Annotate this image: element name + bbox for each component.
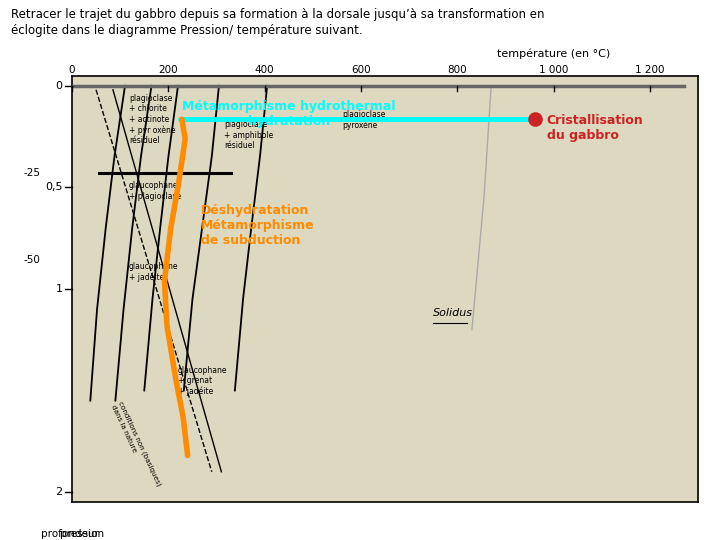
- Text: plagioclase
+ amphibole
résiduel: plagioclase + amphibole résiduel: [224, 120, 273, 150]
- Point: [528, 115, 540, 124]
- Text: profondeur
(en km): profondeur (en km): [41, 529, 99, 540]
- Text: Solidus: Solidus: [433, 308, 473, 318]
- Text: Métamorphisme hydrothermal
hydratation: Métamorphisme hydrothermal hydratation: [182, 100, 395, 128]
- Text: pression
(en GPa): pression (en GPa): [60, 529, 104, 540]
- Text: glaucophane
+ grenat
+ jadéite: glaucophane + grenat + jadéite: [178, 366, 228, 396]
- Text: Cristallisation
du gabbro: Cristallisation du gabbro: [546, 114, 644, 142]
- Text: glaucophane
+ jadéite: glaucophane + jadéite: [129, 262, 179, 282]
- Text: 600: 600: [351, 65, 371, 75]
- Text: Déshydratation
Métamorphisme
de subduction: Déshydratation Métamorphisme de subducti…: [201, 204, 315, 247]
- Text: -25: -25: [24, 168, 41, 178]
- Text: Retracer le trajet du gabbro depuis sa formation à la dorsale jusqu’à sa transfo: Retracer le trajet du gabbro depuis sa f…: [11, 8, 544, 21]
- Text: 800: 800: [448, 65, 467, 75]
- Text: plagioclase
pyroxène: plagioclase pyroxène: [342, 110, 385, 130]
- Text: glaucophane
+ plagioclase: glaucophane + plagioclase: [129, 181, 181, 201]
- Text: 1: 1: [55, 284, 63, 294]
- Text: température (en °C): température (en °C): [498, 49, 611, 59]
- Text: éclogite dans le diagramme Pression/ température suivant.: éclogite dans le diagramme Pression/ tem…: [11, 24, 362, 37]
- Text: -50: -50: [24, 255, 41, 266]
- Text: 1 000: 1 000: [539, 65, 569, 75]
- Text: 2: 2: [55, 487, 63, 497]
- Text: 1 200: 1 200: [636, 65, 665, 75]
- Text: 200: 200: [158, 65, 178, 75]
- Text: 0: 0: [55, 81, 63, 91]
- Text: conditions non (basiques)
dans la nature: conditions non (basiques) dans la nature: [110, 401, 162, 490]
- Text: 0: 0: [68, 65, 76, 75]
- Text: plagioclase
+ chlorite
+ actinote
+ pyr oxène
résiduel: plagioclase + chlorite + actinote + pyr …: [129, 94, 176, 145]
- Text: 0,5: 0,5: [45, 183, 63, 192]
- Text: 400: 400: [255, 65, 274, 75]
